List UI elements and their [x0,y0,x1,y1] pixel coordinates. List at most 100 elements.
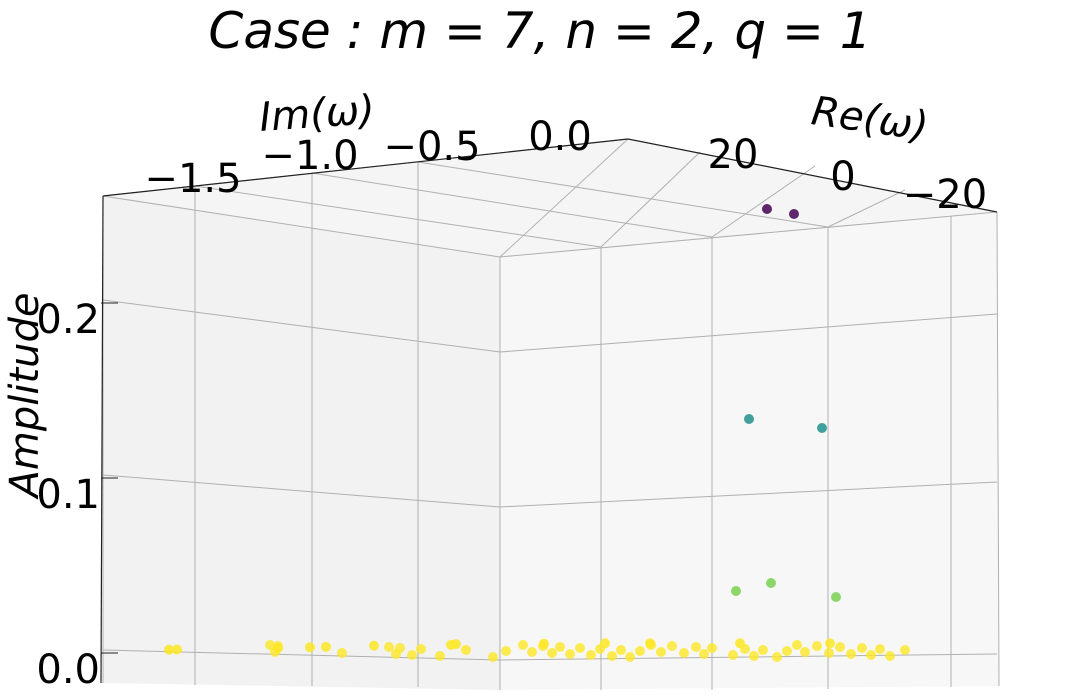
chart-panes [103,139,999,690]
grid-line [827,189,906,228]
scatter-point [172,644,182,655]
scatter-point [824,648,834,658]
y-tick-label: 0.0 [528,114,592,160]
scatter-point [772,652,782,662]
scatter-point [407,650,417,660]
scatter-point [273,641,283,651]
scatter-point [857,643,867,653]
grid-line [711,165,816,238]
scatter-point [501,646,511,656]
scatter-point [384,642,394,652]
grid-line [102,299,501,353]
scatter-point [595,644,605,654]
grid-line [499,313,998,353]
scatter-point [646,640,656,650]
scatter-point [607,651,617,661]
grid-line [600,151,701,248]
scatter-point [369,640,379,651]
scatter-point [758,645,768,655]
scatter-point [547,648,557,658]
scatter-point [744,414,754,424]
scatter-point [812,641,822,651]
scatter-point [766,578,776,588]
grid-line [417,161,829,228]
grid-line [499,211,998,258]
scatter-point [337,648,347,658]
scatter-point [679,648,689,658]
grid-line [499,653,998,661]
scatter-point [656,647,666,657]
scatter-point [875,644,885,654]
scatter-point [691,642,701,652]
scatter-point [782,646,792,656]
scatter-point [762,204,772,214]
grid-line [499,138,629,258]
x-tick-label: 0 [830,154,855,200]
scatter-point [321,641,331,652]
z-axis-line [100,195,104,684]
y-axis-line [102,138,629,197]
grid-line [194,185,602,248]
scatter-point [395,643,405,653]
scatter-point [451,639,461,650]
x-tick-label: −20 [903,172,987,218]
grid-line [311,172,713,238]
x-tick-label: 20 [708,132,759,178]
grid-line [102,474,501,508]
scatter-point [565,649,575,659]
scatter-point [789,209,799,219]
chart-ticks: −1.5 −1.0 −0.5 0.0 20 0 −20 0.0 0.1 0.2 [36,114,987,693]
scatter-point [885,651,895,661]
scatter-point [792,640,802,650]
scatter-point [625,652,635,662]
scatter-point [831,592,841,602]
grid-line [996,211,1000,687]
scatter-point [740,644,750,654]
scatter-point [707,643,717,653]
scatter-point [825,638,835,649]
y-tick-label: −0.5 [383,124,480,170]
top-pane [103,139,997,257]
scatter-point [461,645,471,655]
z-tick-label: 0.1 [36,472,100,518]
scatter-point [305,642,315,653]
z-tick-label: 0.0 [36,647,100,693]
y-axis-label: Im(ω) [258,87,376,141]
grid-line [102,195,501,258]
scatter-point [518,640,528,650]
scatter-point [749,651,759,661]
scatter-point [527,647,537,657]
chart-points [164,204,910,662]
scatter-point [164,644,174,655]
scatter-point [575,643,585,653]
scatter-point [435,651,445,661]
scatter-point [728,650,738,660]
scatter-point [586,650,596,660]
grid-line [499,481,998,508]
scatter-point [731,586,741,596]
scatter-point [488,652,498,662]
z-axis-label: Amplitude [2,293,48,501]
scatter-point [416,644,426,654]
chart-title: Case : m = 7, n = 2, q = 1 [208,2,871,60]
scatter-point [265,640,275,650]
z-tick-label: 0.2 [36,297,100,343]
scatter-point [835,642,845,652]
x-axis-line [627,138,998,213]
scatter-point [555,642,565,652]
scatter-point [616,645,626,655]
scatter-point [846,649,856,659]
scatter-point [866,650,876,660]
right-pane [500,212,999,690]
scatter-point [817,423,827,433]
scatter-point [900,645,910,655]
scatter-point [635,646,645,656]
scatter-point [538,641,548,651]
scatter-point [699,649,709,659]
scatter-point [667,641,677,651]
y-tick-label: −1.5 [144,156,241,202]
y-tick-label: −1.0 [261,133,358,179]
left-pane [103,196,500,690]
x-axis-label: Re(ω) [809,88,931,150]
